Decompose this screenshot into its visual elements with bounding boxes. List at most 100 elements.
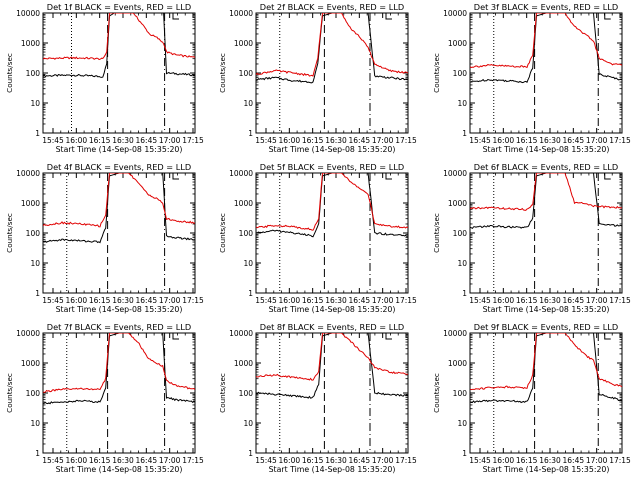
top-marker xyxy=(172,13,179,20)
x-axis-label: Start Time (14-Sep-08 15:35:20) xyxy=(269,465,396,474)
y-tick-label: 1000 xyxy=(234,39,253,48)
events-series-line xyxy=(470,333,622,404)
y-tick-label: 10 xyxy=(457,99,467,108)
events-series-line xyxy=(470,13,622,84)
x-tick-label: 17:00 xyxy=(372,136,394,145)
plot-title: Det 5f BLACK = Events, RED = LLD xyxy=(260,162,404,172)
top-marker xyxy=(604,173,611,180)
x-tick-label: 17:00 xyxy=(586,456,608,465)
x-tick-label: 16:45 xyxy=(349,456,371,465)
x-tick-label: 17:15 xyxy=(182,136,204,145)
x-tick-label: 17:00 xyxy=(159,136,181,145)
detector-plot-4: Det 4f BLACK = Events, RED = LLD 1 10 100 10… xyxy=(5,162,204,314)
y-tick-label: 100 xyxy=(26,229,41,238)
x-axis-label: Start Time (14-Sep-08 15:35:20) xyxy=(269,145,396,154)
x-tick-label: 15:45 xyxy=(255,136,277,145)
x-axis-label: Start Time (14-Sep-08 15:35:20) xyxy=(56,145,183,154)
x-tick-label: 17:00 xyxy=(372,296,394,305)
y-tick-label: 1000 xyxy=(448,359,467,368)
y-tick-label: 10000 xyxy=(443,329,467,338)
events-series-line xyxy=(43,173,195,244)
x-axis-label: Start Time (14-Sep-08 15:35:20) xyxy=(483,145,610,154)
x-tick-label: 16:30 xyxy=(325,136,347,145)
x-tick-label: 16:45 xyxy=(563,296,585,305)
y-tick-label: 100 xyxy=(26,69,41,78)
y-tick-label: 100 xyxy=(453,389,468,398)
y-tick-label: 1000 xyxy=(234,359,253,368)
y-tick-label: 1 xyxy=(248,289,253,298)
y-tick-label: 1000 xyxy=(21,199,40,208)
x-tick-label: 16:45 xyxy=(136,296,158,305)
x-tick-label: 16:00 xyxy=(279,136,301,145)
lld-series-line xyxy=(43,173,195,228)
x-tick-label: 16:45 xyxy=(349,296,371,305)
x-tick-label: 16:00 xyxy=(493,296,515,305)
y-tick-label: 1000 xyxy=(234,199,253,208)
x-tick-label: 16:00 xyxy=(493,136,515,145)
x-tick-label: 17:00 xyxy=(586,136,608,145)
x-axis-label: Start Time (14-Sep-08 15:35:20) xyxy=(483,305,610,314)
plot-title: Det 7f BLACK = Events, RED = LLD xyxy=(47,322,191,332)
x-tick-label: 16:15 xyxy=(89,296,111,305)
top-marker xyxy=(604,13,611,20)
lld-series-line xyxy=(470,13,622,69)
plot-frame xyxy=(469,172,623,294)
y-tick-label: 1000 xyxy=(21,359,40,368)
top-marker xyxy=(385,173,392,180)
y-axis-label: Counts/sec xyxy=(432,373,441,413)
y-axis-label: Counts/sec xyxy=(218,213,227,253)
top-marker xyxy=(172,173,179,180)
detector-plot-9: Det 9f BLACK = Events, RED = LLD 1 10 100 10… xyxy=(432,322,631,474)
detector-plot-5: Det 5f BLACK = Events, RED = LLD 1 10 100 10… xyxy=(218,162,417,314)
x-tick-label: 16:30 xyxy=(539,136,561,145)
x-tick-label: 17:15 xyxy=(395,456,417,465)
y-tick-label: 1 xyxy=(462,289,467,298)
plot-title: Det 3f BLACK = Events, RED = LLD xyxy=(474,2,618,12)
y-tick-label: 1 xyxy=(35,129,40,138)
y-tick-label: 100 xyxy=(453,229,468,238)
x-tick-label: 15:45 xyxy=(42,136,64,145)
x-axis-label: Start Time (14-Sep-08 15:35:20) xyxy=(483,465,610,474)
lld-series-line xyxy=(43,333,195,393)
lld-series-line xyxy=(470,173,622,211)
y-tick-label: 10000 xyxy=(16,9,40,18)
x-tick-label: 17:15 xyxy=(395,296,417,305)
x-tick-label: 16:45 xyxy=(136,456,158,465)
lld-series-line xyxy=(43,13,195,61)
y-tick-label: 1 xyxy=(35,449,40,458)
events-series-line xyxy=(256,333,408,399)
plot-frame xyxy=(255,12,409,134)
x-tick-label: 16:15 xyxy=(89,136,111,145)
detector-plot-8: Det 8f BLACK = Events, RED = LLD 1 10 100 10… xyxy=(218,322,417,474)
y-tick-label: 1 xyxy=(248,449,253,458)
x-tick-label: 16:15 xyxy=(516,296,538,305)
lld-series-line xyxy=(470,333,622,391)
y-tick-label: 100 xyxy=(453,69,468,78)
x-tick-label: 17:00 xyxy=(159,456,181,465)
events-series-line xyxy=(470,173,622,230)
plot-title: Det 1f BLACK = Events, RED = LLD xyxy=(47,2,191,12)
y-tick-label: 100 xyxy=(239,229,254,238)
detector-plot-1: Det 1f BLACK = Events, RED = LLD 1 10 100 10… xyxy=(5,2,204,154)
x-tick-label: 16:45 xyxy=(136,136,158,145)
events-series-line xyxy=(256,173,408,238)
y-tick-label: 10 xyxy=(30,99,40,108)
x-tick-label: 17:15 xyxy=(609,136,631,145)
y-tick-label: 10 xyxy=(30,259,40,268)
y-tick-label: 10 xyxy=(30,419,40,428)
x-axis-label: Start Time (14-Sep-08 15:35:20) xyxy=(56,465,183,474)
y-tick-label: 1000 xyxy=(448,39,467,48)
x-tick-label: 16:15 xyxy=(302,456,324,465)
x-tick-label: 16:00 xyxy=(66,456,88,465)
events-series-line xyxy=(43,13,195,78)
x-tick-label: 17:15 xyxy=(182,456,204,465)
lld-series-line xyxy=(256,13,408,77)
x-tick-label: 16:30 xyxy=(325,456,347,465)
y-tick-label: 100 xyxy=(26,389,41,398)
y-tick-label: 1 xyxy=(462,129,467,138)
y-axis-label: Counts/sec xyxy=(5,213,14,253)
x-tick-label: 16:30 xyxy=(539,456,561,465)
y-axis-label: Counts/sec xyxy=(5,373,14,413)
x-tick-label: 16:30 xyxy=(112,456,134,465)
